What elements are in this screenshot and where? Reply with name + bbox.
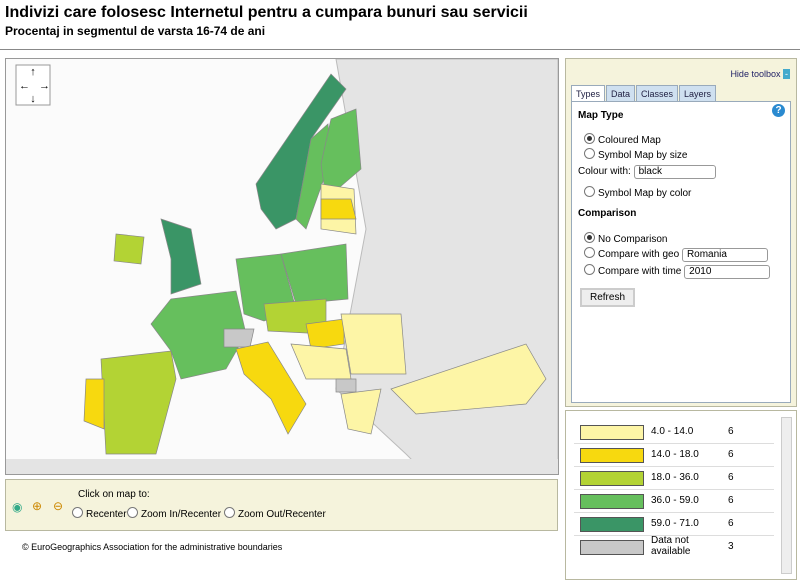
legend-sep [574,535,774,536]
copyright: © EuroGeographics Association for the ad… [22,542,283,552]
legend-sep [574,489,774,490]
legend: 4.0 - 14.0 6 14.0 - 18.0 6 18.0 - 36.0 6 36.0 … [565,410,797,580]
legend-swatch [580,448,644,463]
legend-label: 4.0 - 14.0 [651,426,694,437]
types-pane: ? Map Type Coloured Map Symbol Map by si… [571,101,791,403]
legend-count: 6 [728,472,734,483]
legend-count: 6 [728,426,734,437]
zoom-out-icon[interactable]: ⊖ [53,499,64,513]
option[interactable]: Symbol Map by size [584,148,687,161]
divider [0,49,800,50]
nav-option[interactable]: Zoom In/Recenter [127,507,221,520]
svg-text:→: → [39,80,50,92]
help[interactable]: ? [772,104,785,117]
legend-swatch [580,494,644,509]
heading: Comparison [578,208,637,219]
heading: Map Type [578,110,624,121]
option[interactable]: No Comparison [584,232,667,245]
legend-label: Data not available [651,535,691,557]
globe-icon[interactable]: ◉ [12,500,23,514]
legend-sep [574,466,774,467]
refresh-button[interactable]: Refresh [580,288,636,307]
svg-text:↓: ↓ [30,93,36,105]
option[interactable]: Compare with geo Romania [584,247,768,262]
legend-sep [574,512,774,513]
zoom-in-icon[interactable]: ⊕ [32,499,43,513]
legend-swatch [580,425,644,440]
select[interactable]: 2010 [684,265,771,279]
option[interactable]: Compare with time 2010 [584,264,771,279]
svg-text:↑: ↑ [30,66,36,78]
legend-count: 6 [728,495,734,506]
legend-label: 59.0 - 71.0 [651,518,699,529]
tab[interactable]: Data [606,85,636,103]
legend-count: 6 [728,518,734,529]
legend-count: 6 [728,449,734,460]
legend-swatch [580,517,644,532]
colour-with: Colour with: black [578,165,716,179]
navigation-panel: ◉ ⊕ ⊖ Click on map to: Recenter Zoom In/… [5,479,558,531]
legend-count: 3 [728,541,734,552]
select[interactable]: black [633,165,716,179]
legend-sep [574,443,774,444]
click-label: Click on map to: [78,489,150,500]
map[interactable]: ↑ ← → ↓ [5,58,559,475]
legend-label: 14.0 - 18.0 [651,449,699,460]
scrollbar[interactable] [781,417,792,574]
nav-option[interactable]: Recenter [72,507,127,520]
option[interactable]: Coloured Map [584,133,661,146]
toolbox: Hide toolbox - Types Data Classes Layers ? … [565,58,797,407]
select[interactable]: Romania [681,248,768,262]
hide-toolbox[interactable]: Hide toolbox - [730,69,790,79]
legend-swatch [580,471,644,486]
legend-swatch [580,540,644,555]
subtitle: Procentaj in segmentul de varsta 16-74 d… [5,24,266,38]
nav-option[interactable]: Zoom Out/Recenter [224,507,326,520]
legend-label: 36.0 - 59.0 [651,495,699,506]
svg-text:←: ← [19,80,30,92]
legend-label: 18.0 - 36.0 [651,472,699,483]
title: Indivizi care folosesc Internetul pentru… [5,4,528,21]
option[interactable]: Symbol Map by color [584,186,691,199]
